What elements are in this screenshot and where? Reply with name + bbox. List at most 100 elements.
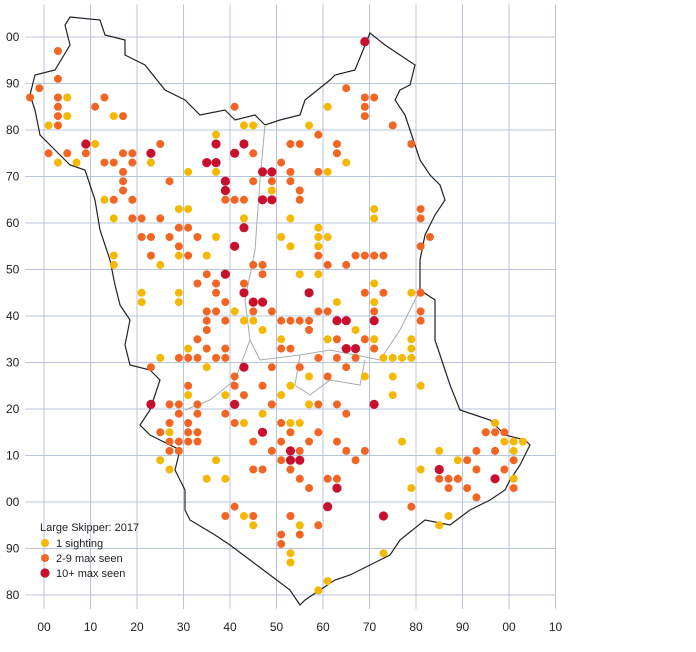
record-dot xyxy=(314,400,323,409)
record-dot xyxy=(128,158,137,167)
record-dot xyxy=(277,437,286,446)
record-dot xyxy=(323,233,332,241)
record-dot xyxy=(332,353,341,362)
record-dot xyxy=(239,419,248,427)
record-dot xyxy=(249,512,258,520)
record-dot xyxy=(314,233,323,241)
record-dot xyxy=(221,512,230,520)
record-dot xyxy=(156,260,165,269)
record-dot xyxy=(239,195,248,204)
record-dot xyxy=(146,251,155,260)
record-dot xyxy=(286,428,295,437)
record-dot xyxy=(360,335,369,344)
record-dot xyxy=(165,465,174,474)
record-dot xyxy=(230,399,240,409)
record-dot xyxy=(518,437,527,446)
record-dot xyxy=(472,493,481,502)
record-dot xyxy=(267,446,276,455)
record-dot xyxy=(286,512,295,520)
record-dot xyxy=(249,465,258,474)
record-dot xyxy=(128,149,137,158)
record-dot xyxy=(481,428,490,437)
record-dot xyxy=(341,316,351,326)
record-dot xyxy=(295,316,304,325)
record-dot xyxy=(370,344,379,353)
record-dot xyxy=(286,558,295,567)
record-dot xyxy=(184,437,193,446)
y-tick-label: 00 xyxy=(6,495,20,509)
y-tick-label: 80 xyxy=(6,123,20,137)
record-dot xyxy=(53,112,62,121)
record-dot xyxy=(314,521,323,530)
record-dot xyxy=(220,269,230,279)
record-dot xyxy=(351,326,360,334)
record-dot xyxy=(370,93,379,102)
record-dot xyxy=(323,577,332,586)
record-dot xyxy=(305,437,314,446)
record-dot xyxy=(491,446,500,455)
record-dot xyxy=(342,363,351,372)
record-dot xyxy=(416,381,425,390)
record-dot xyxy=(277,456,286,465)
record-dot xyxy=(295,140,304,148)
record-dot xyxy=(249,260,258,269)
record-dot xyxy=(220,176,230,186)
record-dot xyxy=(174,446,183,455)
record-dot xyxy=(184,428,193,437)
record-dot xyxy=(407,288,416,297)
record-dot xyxy=(416,242,425,251)
x-tick-label: 60 xyxy=(316,620,330,634)
record-dot xyxy=(156,140,165,148)
record-dot xyxy=(472,446,481,455)
record-dot xyxy=(286,242,295,251)
record-dot xyxy=(230,148,240,158)
record-dot xyxy=(221,474,230,483)
record-dot xyxy=(314,307,323,316)
record-dot xyxy=(258,270,267,279)
record-dot xyxy=(342,158,351,167)
record-dot xyxy=(212,353,221,362)
record-dot xyxy=(174,223,183,232)
record-dot xyxy=(388,372,397,381)
record-dot xyxy=(174,298,183,307)
record-dot xyxy=(342,446,351,455)
record-dot xyxy=(184,167,193,176)
record-dot xyxy=(239,362,249,372)
record-dot xyxy=(267,195,277,205)
record-dot xyxy=(202,474,211,483)
record-dot xyxy=(202,363,211,372)
record-dot xyxy=(230,381,239,390)
record-dot xyxy=(239,316,248,325)
record-dot xyxy=(351,353,360,362)
record-dot xyxy=(249,521,258,530)
record-dot xyxy=(258,465,267,474)
record-dot xyxy=(193,409,202,418)
record-dot xyxy=(249,307,258,316)
record-dot xyxy=(509,484,518,493)
record-dot xyxy=(332,298,341,307)
record-dot xyxy=(249,437,258,446)
record-dot xyxy=(193,400,202,409)
record-dot xyxy=(370,335,379,344)
record-dot xyxy=(239,279,248,288)
record-dot xyxy=(286,177,295,186)
record-dot xyxy=(156,214,165,223)
record-dot xyxy=(249,121,258,130)
record-dot xyxy=(472,465,481,474)
record-dot xyxy=(425,233,434,241)
legend-dot xyxy=(41,539,49,547)
record-dot xyxy=(314,130,323,139)
record-dot xyxy=(221,316,230,325)
record-dot xyxy=(202,344,211,353)
record-dot xyxy=(184,223,193,232)
record-dot xyxy=(258,409,267,418)
record-dot xyxy=(174,400,183,409)
record-dot xyxy=(342,84,351,93)
record-dot xyxy=(267,167,277,177)
record-dot xyxy=(407,344,416,353)
record-dot xyxy=(26,93,35,102)
record-dot xyxy=(63,149,72,158)
record-dot xyxy=(211,158,221,168)
record-dot xyxy=(370,251,379,260)
